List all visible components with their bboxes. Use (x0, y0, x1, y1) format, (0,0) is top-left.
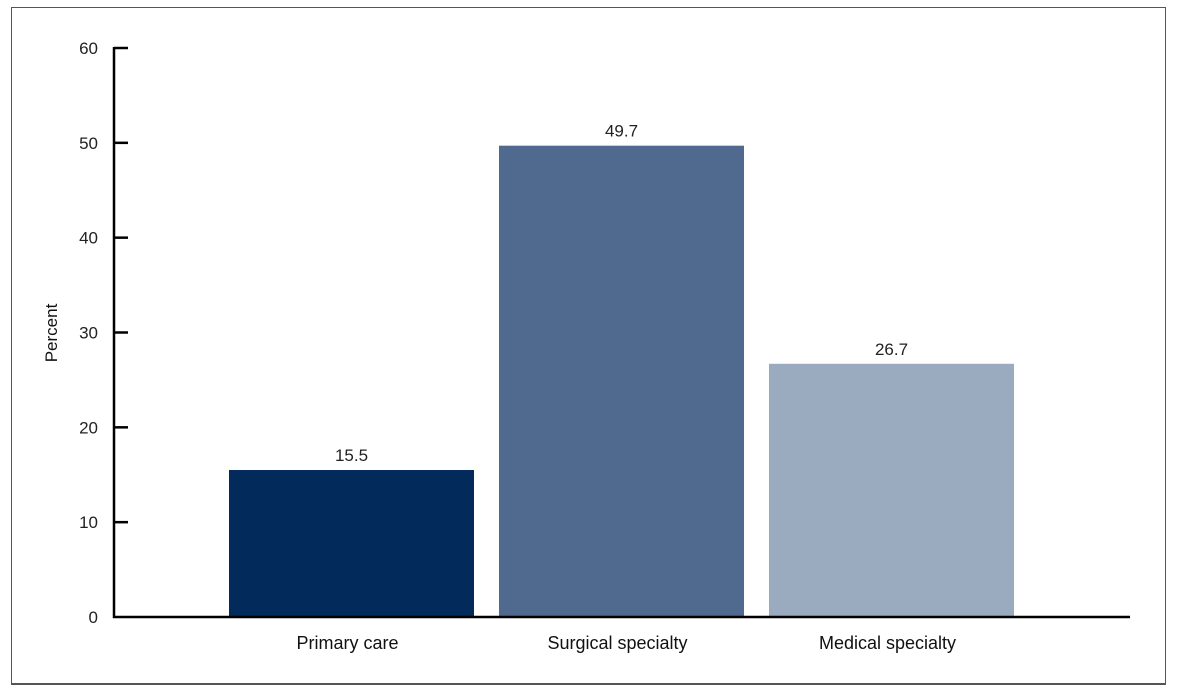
y-tick-label: 10 (79, 513, 98, 532)
x-category-label: Primary care (296, 633, 398, 653)
value-label: 15.5 (335, 446, 368, 465)
value-label: 49.7 (605, 122, 638, 141)
x-category-label: Medical specialty (819, 633, 956, 653)
x-axis: Primary care Surgical specialty Medical sp… (113, 615, 1130, 653)
bars: 15.5 49.7 26.7 (229, 122, 1014, 617)
value-label: 26.7 (875, 340, 908, 359)
x-category-label: Surgical specialty (547, 633, 687, 653)
y-tick-label: 30 (79, 324, 98, 343)
bar-primary-care (229, 470, 474, 617)
bar-medical-specialty (769, 363, 1014, 617)
y-tick-label: 20 (79, 418, 98, 437)
y-tick-label: 50 (79, 134, 98, 153)
y-axis-title: Percent (42, 303, 61, 362)
y-axis: 0 10 20 30 40 50 60 (79, 39, 128, 627)
chart-frame (11, 7, 1166, 685)
y-tick-label: 40 (79, 229, 98, 248)
y-tick-label: 60 (79, 39, 98, 58)
bar-surgical-specialty (499, 145, 744, 617)
y-tick-label: 0 (89, 608, 98, 627)
